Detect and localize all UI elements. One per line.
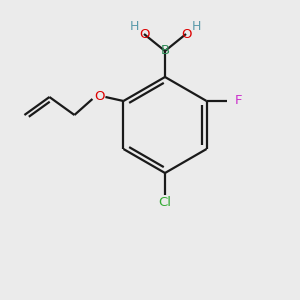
Text: O: O — [139, 28, 149, 40]
Text: O: O — [181, 28, 191, 40]
Text: O: O — [94, 91, 105, 103]
Text: F: F — [235, 94, 242, 107]
Text: Cl: Cl — [158, 196, 172, 209]
Text: H: H — [129, 20, 139, 32]
Text: B: B — [160, 44, 169, 58]
Text: H: H — [191, 20, 201, 32]
